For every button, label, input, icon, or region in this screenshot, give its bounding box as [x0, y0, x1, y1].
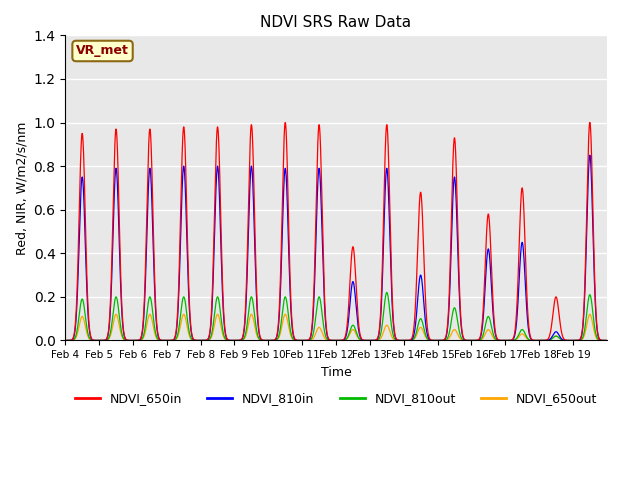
NDVI_650out: [488, 331, 495, 337]
NDVI_810in: [586, 152, 594, 158]
NDVI_810in: [453, 221, 461, 227]
Line: NDVI_650in: NDVI_650in: [65, 122, 607, 340]
Title: NDVI SRS Raw Data: NDVI SRS Raw Data: [260, 15, 412, 30]
NDVI_650in: [61, 337, 69, 343]
Line: NDVI_810in: NDVI_810in: [65, 155, 607, 340]
NDVI_650in: [597, 337, 605, 343]
NDVI_650out: [172, 336, 180, 342]
NDVI_810out: [603, 337, 611, 343]
NDVI_810out: [383, 289, 390, 295]
NDVI_810out: [597, 337, 605, 343]
NDVI_650out: [597, 337, 605, 343]
NDVI_810out: [488, 324, 495, 330]
NDVI_650out: [536, 337, 543, 343]
Y-axis label: Red, NIR, W/m2/s/nm: Red, NIR, W/m2/s/nm: [15, 121, 28, 254]
NDVI_810in: [536, 337, 543, 343]
NDVI_810out: [520, 329, 528, 335]
NDVI_810out: [453, 315, 461, 321]
NDVI_650in: [488, 264, 495, 270]
NDVI_650out: [520, 332, 528, 338]
Legend: NDVI_650in, NDVI_810in, NDVI_810out, NDVI_650out: NDVI_650in, NDVI_810in, NDVI_810out, NDV…: [70, 387, 602, 410]
NDVI_650in: [520, 210, 528, 216]
NDVI_810out: [536, 337, 543, 343]
NDVI_650in: [405, 337, 413, 343]
NDVI_810in: [61, 337, 69, 343]
NDVI_650out: [603, 337, 611, 343]
Line: NDVI_650out: NDVI_650out: [65, 314, 607, 340]
NDVI_650out: [405, 337, 413, 343]
NDVI_810in: [405, 337, 413, 343]
NDVI_650out: [61, 337, 69, 343]
NDVI_810out: [61, 337, 69, 343]
NDVI_810out: [172, 336, 180, 341]
NDVI_810in: [172, 330, 180, 336]
X-axis label: Time: Time: [321, 366, 351, 379]
NDVI_810in: [603, 337, 611, 343]
NDVI_650in: [172, 328, 180, 334]
NDVI_810in: [488, 285, 495, 290]
NDVI_810in: [597, 337, 605, 343]
NDVI_650in: [536, 337, 543, 343]
NDVI_650in: [453, 192, 461, 198]
NDVI_810out: [406, 337, 413, 343]
NDVI_650in: [603, 337, 611, 343]
Text: VR_met: VR_met: [76, 45, 129, 58]
NDVI_650out: [453, 330, 461, 336]
Line: NDVI_810out: NDVI_810out: [65, 292, 607, 340]
NDVI_810in: [520, 256, 528, 262]
NDVI_650in: [586, 120, 594, 125]
NDVI_650out: [586, 312, 594, 317]
